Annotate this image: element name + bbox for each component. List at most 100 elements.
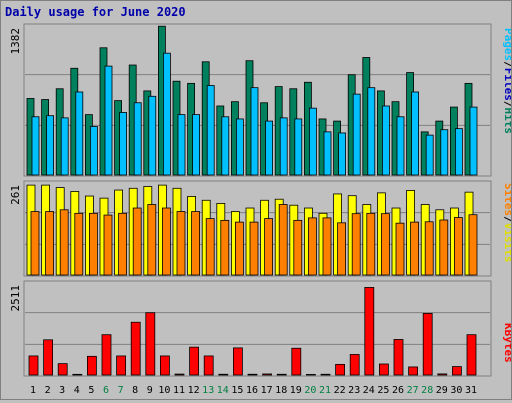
files-bar: [90, 126, 98, 176]
sites-bar: [89, 212, 98, 276]
sites-bar: [322, 217, 332, 276]
x-tick-label: 16: [246, 385, 258, 396]
kbytes-bar: [43, 339, 53, 376]
kbytes-bar: [305, 374, 316, 376]
kbytes-bar: [349, 354, 360, 376]
legend-visits: Visits: [502, 223, 511, 263]
kbytes-bar: [451, 366, 462, 376]
kbytes-bar: [28, 355, 39, 376]
kbytes-bar: [218, 373, 229, 376]
kbytes-bar: [101, 334, 112, 376]
sites-bar: [410, 221, 420, 276]
files-bar: [104, 65, 113, 176]
sites-bar: [118, 212, 127, 276]
kbytes-bar: [291, 347, 302, 376]
kbytes-bar: [437, 373, 448, 376]
x-axis-labels: 1 2 3 4 5 6 7 8 9 10 11 12 13 14 15 16 17 18 19 20 21 22 23 24 2…: [30, 385, 477, 396]
x-tick-label: 8: [132, 385, 138, 396]
x-tick-label: 6: [103, 385, 109, 396]
x-tick-label: 26: [392, 385, 404, 396]
x-tick-label: 22: [334, 385, 346, 396]
x-tick-label: 13: [202, 385, 214, 396]
kbytes-bar: [276, 373, 287, 376]
sites-bar: [395, 222, 405, 276]
kbytes-bar: [378, 363, 389, 376]
sites-bar: [380, 213, 390, 276]
chart-title: Daily usage for June 2020: [5, 5, 186, 19]
top-ymax-label: 1382: [9, 28, 22, 55]
legend-pages: Pages: [502, 28, 511, 61]
x-tick-label: 24: [363, 385, 375, 396]
x-tick-label: 10: [158, 385, 170, 396]
kbytes-bar: [87, 355, 97, 376]
legend-sep-3: /: [502, 216, 511, 223]
bottom-legend: KBytes: [502, 323, 511, 363]
sites-bar: [59, 209, 69, 276]
kbytes-bar: [72, 373, 83, 376]
bottom-panel-bars: [28, 287, 477, 376]
files-bar: [469, 106, 478, 176]
x-tick-label: 4: [74, 385, 80, 396]
files-bar: [75, 91, 84, 176]
sites-bar: [439, 219, 449, 276]
sites-bar: [161, 207, 171, 276]
x-tick-label: 20: [304, 385, 316, 396]
files-bar: [381, 105, 390, 176]
files-bar: [367, 87, 376, 176]
kbytes-bar: [130, 321, 141, 376]
kbytes-bar: [174, 373, 185, 376]
files-bar: [425, 134, 434, 176]
kbytes-bar: [422, 313, 433, 376]
kbytes-bar: [159, 355, 170, 376]
files-bar: [60, 117, 69, 176]
files-bar: [440, 129, 449, 176]
files-bar: [308, 107, 317, 176]
x-tick-label: 30: [450, 385, 462, 396]
files-bar: [221, 116, 230, 176]
legend-sep-1: /: [502, 61, 511, 68]
x-tick-label: 21: [319, 385, 331, 396]
files-bar: [46, 115, 54, 176]
x-tick-label: 3: [59, 385, 65, 396]
sites-bar: [147, 204, 157, 276]
sites-bar: [220, 219, 230, 276]
files-bar: [454, 128, 463, 176]
kbytes-bar: [145, 312, 156, 376]
sites-bar: [234, 221, 244, 276]
sites-bar: [424, 221, 434, 276]
x-tick-label: 7: [118, 385, 124, 396]
x-tick-label: 25: [377, 385, 389, 396]
kbytes-bar: [393, 339, 404, 376]
sites-bar: [45, 211, 54, 276]
sites-bar: [293, 219, 303, 276]
files-bar: [235, 118, 244, 176]
files-bar: [119, 112, 127, 176]
files-bar: [250, 87, 259, 176]
files-bar: [148, 95, 157, 176]
sites-bar: [74, 212, 84, 276]
files-bar: [352, 93, 361, 176]
files-bar: [192, 114, 201, 176]
sites-bar: [264, 218, 274, 276]
kbytes-bar: [335, 363, 346, 376]
kbytes-bar: [262, 373, 273, 376]
sites-bar: [30, 211, 40, 276]
legend-sites: Sites: [502, 183, 511, 216]
sites-bar: [176, 211, 186, 276]
bottom-ymax-label: 2511: [9, 285, 22, 312]
x-tick-label: 28: [421, 385, 433, 396]
x-tick-label: 5: [88, 385, 94, 396]
x-tick-label: 17: [261, 385, 273, 396]
kbytes-bar: [189, 346, 200, 376]
legend-files: Files: [502, 68, 511, 101]
x-tick-label: 27: [407, 385, 419, 396]
sites-bar: [337, 222, 347, 276]
files-bar: [411, 91, 420, 176]
sites-bar: [307, 217, 317, 276]
sites-bar: [351, 213, 361, 276]
top-legend: Pages/Files/Hits: [502, 28, 511, 134]
x-tick-label: 29: [436, 385, 448, 396]
files-bar: [279, 117, 288, 176]
